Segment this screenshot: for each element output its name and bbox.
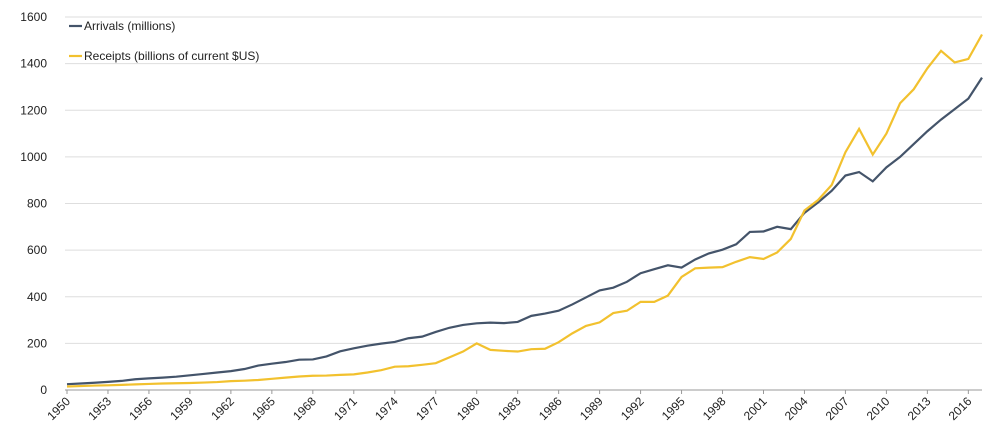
y-tick-label: 1200	[20, 103, 47, 117]
y-tick-label: 800	[27, 197, 47, 211]
x-tick-label: 1992	[618, 394, 647, 423]
x-tick-label: 2004	[782, 394, 811, 423]
x-tick-label: 1995	[659, 394, 688, 423]
x-tick-label: 1977	[413, 394, 442, 423]
x-tick-label: 2001	[741, 394, 770, 423]
y-tick-label: 0	[40, 383, 47, 397]
x-tick-label: 1986	[536, 394, 565, 423]
x-tick-label: 1983	[495, 394, 524, 423]
x-tick-label: 1971	[331, 394, 360, 423]
x-tick-label: 1974	[372, 394, 401, 423]
x-tick-label: 1953	[85, 394, 114, 423]
x-tick-label: 2013	[905, 394, 934, 423]
y-tick-label: 600	[27, 243, 47, 257]
x-tick-label: 1968	[290, 394, 319, 423]
y-tick-label: 1600	[20, 10, 47, 24]
x-tick-label: 1962	[208, 394, 237, 423]
y-tick-label: 1000	[20, 150, 47, 164]
x-tick-label: 1959	[167, 394, 196, 423]
y-tick-label: 200	[27, 336, 47, 350]
x-tick-label: 1965	[249, 394, 278, 423]
x-tick-label: 2010	[864, 394, 893, 423]
legend-label: Arrivals (millions)	[84, 19, 175, 33]
x-tick-label: 1980	[454, 394, 483, 423]
x-tick-label: 1950	[44, 394, 73, 423]
series-line	[66, 77, 983, 386]
y-tick-label: 400	[27, 290, 47, 304]
x-tick-label: 2007	[823, 394, 852, 423]
x-tick-label: 1998	[700, 394, 729, 423]
series-line	[66, 33, 983, 388]
x-tick-label: 1956	[126, 394, 155, 423]
legend-label: Receipts (billions of current $US)	[84, 49, 259, 63]
y-tick-label: 1400	[20, 57, 47, 71]
x-tick-label: 1989	[577, 394, 606, 423]
x-tick-label: 2016	[946, 394, 975, 423]
